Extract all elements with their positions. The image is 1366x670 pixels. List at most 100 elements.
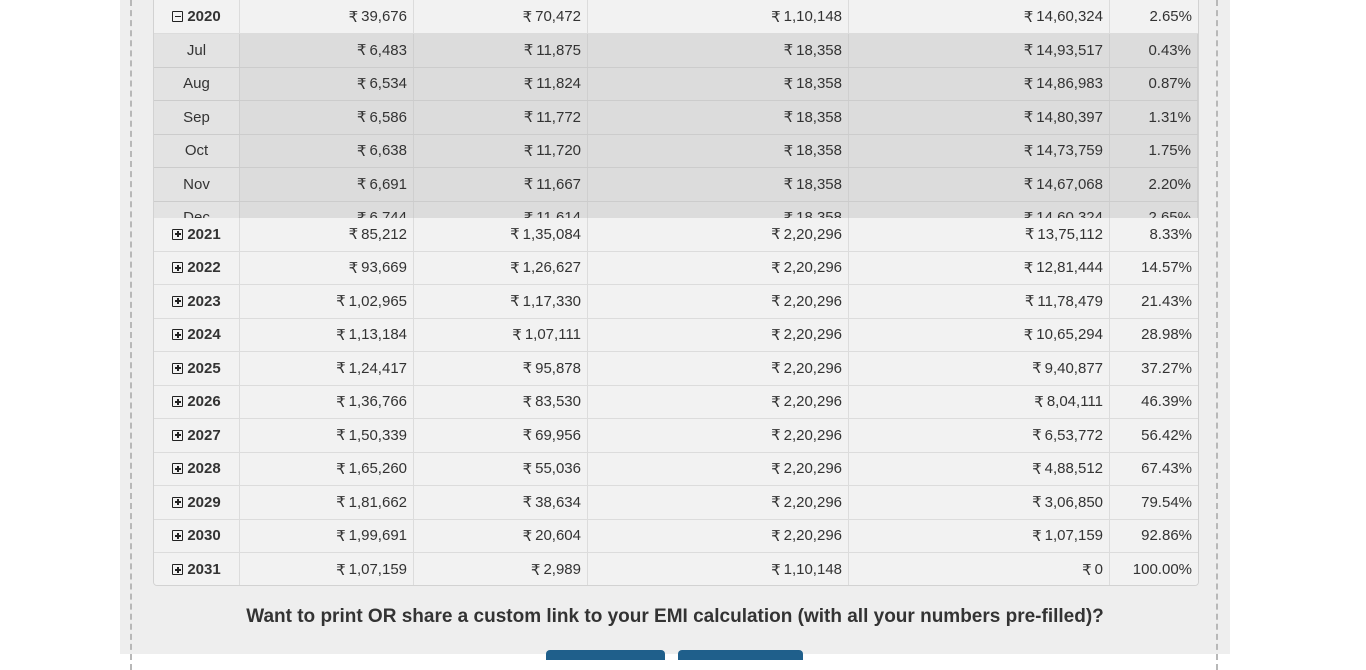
rupee-icon: ₹ (771, 226, 781, 244)
expand-icon[interactable] (172, 429, 184, 441)
year-cell[interactable]: 2024 (154, 318, 240, 351)
year-label: 2027 (187, 426, 221, 444)
interest-value: 70,472 (535, 8, 581, 25)
interest-value: 38,634 (535, 493, 581, 511)
year-cell[interactable]: 2020 (154, 0, 240, 33)
expand-icon[interactable] (172, 295, 184, 307)
balance-value: 14,80,397 (1036, 108, 1103, 126)
principal-value: 1,81,662 (348, 493, 407, 511)
principal-value: 1,99,691 (348, 527, 407, 545)
rupee-icon: ₹ (783, 142, 794, 160)
rupee-icon: ₹ (356, 142, 367, 160)
expand-icon[interactable] (172, 496, 184, 508)
balance-value: 13,75,112 (1037, 225, 1103, 243)
rupee-icon: ₹ (1023, 75, 1034, 93)
month-label: Jul (186, 41, 207, 59)
year-row[interactable]: 2027 ₹1,50,339 ₹69,956 ₹2,20,296 ₹6,53,772 56… (154, 419, 1198, 453)
rupee-icon: ₹ (336, 427, 346, 445)
dashed-container (130, 0, 1218, 670)
loan-paid-pct: 2.65% (1149, 8, 1192, 25)
year-cell[interactable]: 2025 (154, 352, 240, 385)
balance-value: 14,73,759 (1036, 142, 1103, 160)
balance-value: 14,60,324 (1036, 8, 1103, 25)
rupee-icon: ₹ (771, 561, 781, 579)
rupee-icon: ₹ (357, 209, 367, 218)
year-cell[interactable]: 2031 (154, 553, 240, 585)
interest-value: 69,956 (535, 426, 581, 444)
year-cell[interactable]: 2029 (154, 486, 240, 519)
interest-value: 11,720 (536, 142, 581, 160)
year-cell[interactable]: 2022 (154, 251, 240, 284)
expand-icon[interactable] (172, 262, 184, 274)
rupee-icon: ₹ (784, 209, 794, 218)
year-row[interactable]: 2026 ₹1,36,766 ₹83,530 ₹2,20,296 ₹8,04,111 46… (154, 385, 1198, 419)
loan-paid-pct: 56.42% (1141, 426, 1192, 444)
month-label: Nov (183, 175, 210, 193)
year-row[interactable]: 2029 ₹1,81,662 ₹38,634 ₹2,20,296 ₹3,06,850 79… (154, 486, 1198, 520)
rupee-icon: ₹ (1032, 460, 1042, 478)
interest-value: 20,604 (535, 527, 581, 545)
principal-value: 1,02,965 (348, 292, 407, 310)
month-label: Dec (183, 209, 210, 218)
rupee-icon: ₹ (783, 42, 794, 60)
year-cell[interactable]: 2023 (154, 285, 240, 318)
total-payment-value: 2,20,296 (783, 292, 842, 310)
rupee-icon: ₹ (1023, 142, 1034, 160)
balance-value: 14,86,983 (1036, 75, 1103, 93)
month-rows-scroll[interactable]: Jul ₹6,483 ₹11,875 ₹18,358 ₹14,93,517 0.43% Au… (154, 34, 1198, 218)
interest-value: 55,036 (535, 460, 581, 478)
print-button[interactable] (546, 650, 665, 660)
rupee-icon: ₹ (530, 561, 541, 579)
year-row[interactable]: 2022 ₹93,669 ₹1,26,627 ₹2,20,296 ₹12,81,444 1… (154, 251, 1198, 285)
total-payment-value: 18,358 (796, 108, 842, 126)
year-cell[interactable]: 2021 (154, 218, 240, 251)
year-cell[interactable]: 2026 (154, 385, 240, 418)
rupee-icon: ₹ (522, 393, 533, 411)
expand-icon[interactable] (172, 463, 184, 475)
rupee-icon: ₹ (1023, 326, 1034, 344)
expand-icon[interactable] (172, 564, 184, 576)
rupee-icon: ₹ (771, 360, 781, 378)
loan-paid-pct: 37.27% (1141, 359, 1192, 377)
expand-icon[interactable] (172, 362, 184, 374)
year-row-expanded[interactable]: 2020 ₹39,676 ₹70,472 ₹1,10,148 ₹14,60,32… (154, 0, 1198, 34)
balance-value: 0 (1094, 561, 1103, 579)
share-button[interactable] (678, 650, 803, 660)
rupee-icon: ₹ (1023, 176, 1034, 194)
rupee-icon: ₹ (336, 293, 346, 311)
year-cell[interactable]: 2030 (154, 519, 240, 552)
year-row[interactable]: 2024 ₹1,13,184 ₹1,07,111 ₹2,20,296 ₹10,65,29… (154, 318, 1198, 352)
month-row: Nov ₹6,691 ₹11,667 ₹18,358 ₹14,67,068 2.20% (154, 168, 1198, 202)
rupee-icon: ₹ (522, 494, 533, 512)
expand-icon[interactable] (172, 396, 184, 408)
expand-icon[interactable] (172, 530, 184, 542)
expand-icon[interactable] (172, 228, 184, 240)
rupee-icon: ₹ (1023, 42, 1034, 60)
total-payment-value: 18,358 (796, 209, 842, 218)
balance-value: 6,53,772 (1044, 426, 1103, 444)
rupee-icon: ₹ (523, 42, 534, 60)
expand-icon[interactable] (172, 329, 184, 341)
rupee-icon: ₹ (356, 42, 367, 60)
collapse-icon[interactable] (172, 11, 184, 22)
rupee-icon: ₹ (771, 460, 781, 478)
year-row[interactable]: 2025 ₹1,24,417 ₹95,878 ₹2,20,296 ₹9,40,877 37… (154, 352, 1198, 386)
principal-value: 6,744 (369, 209, 407, 218)
total-payment-value: 2,20,296 (783, 527, 842, 545)
rupee-icon: ₹ (1023, 8, 1034, 26)
year-row[interactable]: 2031 ₹1,07,159 ₹2,989 ₹1,10,148 ₹0 100.00% (154, 553, 1198, 585)
rupee-icon: ₹ (771, 326, 781, 344)
year-cell[interactable]: 2027 (154, 419, 240, 452)
loan-paid-pct: 14.57% (1141, 259, 1192, 277)
interest-value: 83,530 (535, 393, 581, 411)
loan-paid-pct: 1.31% (1148, 108, 1191, 126)
interest-value: 11,614 (536, 209, 581, 218)
year-row[interactable]: 2028 ₹1,65,260 ₹55,036 ₹2,20,296 ₹4,88,512 67… (154, 452, 1198, 486)
principal-value: 39,676 (361, 8, 407, 25)
year-cell[interactable]: 2028 (154, 452, 240, 485)
year-row[interactable]: 2030 ₹1,99,691 ₹20,604 ₹2,20,296 ₹1,07,159 92… (154, 519, 1198, 553)
year-row[interactable]: 2021 ₹85,212 ₹1,35,084 ₹2,20,296 ₹13,75,112 8… (154, 218, 1198, 252)
year-row[interactable]: 2023 ₹1,02,965 ₹1,17,330 ₹2,20,296 ₹11,78,47… (154, 285, 1198, 319)
rupee-icon: ₹ (1024, 209, 1034, 218)
year-label: 2022 (187, 259, 221, 277)
